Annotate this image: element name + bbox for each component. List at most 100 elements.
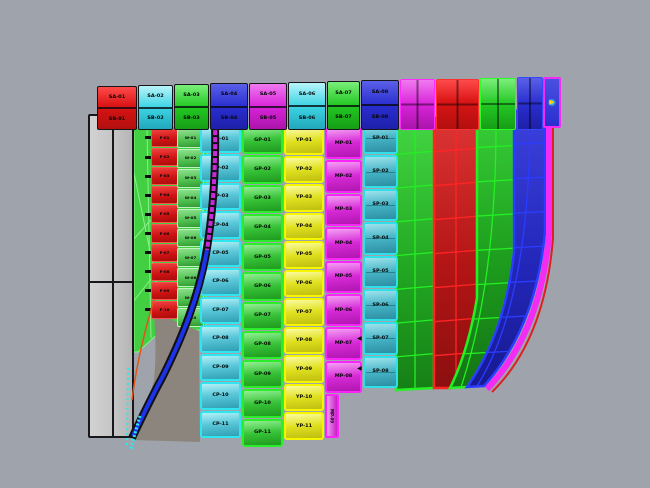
plate[interactable]: CP-10 [200, 382, 241, 410]
plate[interactable]: YP-11 [284, 412, 324, 441]
plate[interactable]: SP-04 [363, 222, 398, 255]
plate[interactable]: MP-07 [325, 327, 362, 360]
deck-plate-block[interactable] [480, 78, 516, 130]
band-end-cap[interactable]: ▶ [543, 77, 561, 128]
plate-label: GP-07 [254, 312, 271, 319]
plate[interactable]: CP-07 [200, 296, 241, 325]
plate-label: CP-08 [212, 335, 229, 342]
plate[interactable]: MP-01 [325, 127, 362, 160]
plate[interactable]: GP-07 [242, 301, 283, 330]
plate[interactable]: YP-04 [284, 212, 324, 241]
plate[interactable]: CP-03 [200, 182, 241, 211]
plate[interactable]: YP-08 [284, 326, 324, 355]
plate[interactable]: GP-05 [242, 243, 283, 272]
plate[interactable]: MP-02 [325, 160, 362, 193]
deck-plate-block[interactable]: SA-03 SB-03 [174, 84, 209, 130]
plate[interactable]: MP-03 [325, 193, 362, 227]
plate[interactable]: YP-02 [284, 155, 324, 184]
plate[interactable]: SP-07 [363, 322, 398, 355]
plate-label: CP-03 [212, 193, 229, 199]
plate[interactable]: CP-01 [200, 126, 241, 154]
strake-magenta-tail-plate[interactable]: MP-09 [325, 394, 339, 438]
plate[interactable]: SP-05 [363, 255, 398, 288]
deck-plate-block[interactable]: SA-05 SB-05 [249, 83, 287, 130]
plate[interactable]: F-03 [145, 167, 178, 186]
plate[interactable]: MP-08 [325, 360, 362, 393]
plate-label: CP-10 [212, 392, 229, 399]
plate[interactable]: YP-10 [284, 383, 324, 412]
plate-label: F-02 [159, 154, 170, 159]
deck-plate-block[interactable] [436, 79, 479, 130]
plate[interactable]: F-07 [145, 243, 178, 262]
plate-label: YP-02 [295, 166, 313, 172]
plate-cell: SB-02 [139, 109, 172, 130]
plate[interactable]: CP-09 [200, 353, 241, 382]
plate[interactable]: MP-05 [325, 260, 362, 293]
plate-label: MP-05 [334, 273, 353, 279]
plate-cell: SA-03 [175, 85, 208, 108]
plate-label: CP-02 [212, 164, 229, 171]
plate-label: SP-03 [372, 201, 389, 208]
plate[interactable]: CP-04 [200, 211, 241, 239]
plate[interactable]: YP-07 [284, 298, 324, 326]
plate[interactable]: GP-03 [242, 184, 283, 213]
plate[interactable]: YP-05 [284, 241, 324, 269]
deck-plate-block[interactable]: SA-01 SB-01 [97, 86, 137, 130]
plate[interactable]: CP-02 [200, 154, 241, 182]
plate[interactable]: F-02 [145, 148, 178, 167]
plate[interactable]: GP-09 [242, 360, 283, 389]
deck-plate-block[interactable]: SA-06 SB-06 [288, 82, 326, 130]
plate[interactable]: SP-02 [363, 155, 398, 188]
deck-plate-block[interactable] [400, 79, 435, 130]
plate[interactable]: CP-08 [200, 325, 241, 353]
plate-label: W-02 [184, 155, 197, 161]
plate[interactable]: YP-03 [284, 184, 324, 212]
plate[interactable]: GP-01 [242, 126, 283, 155]
deck-plate-block[interactable]: SA-07 SB-07 [327, 81, 360, 130]
plate[interactable]: SP-06 [363, 288, 398, 322]
plate[interactable]: GP-04 [242, 213, 283, 243]
plate[interactable]: MP-04 [325, 227, 362, 260]
plate-cell: SB-01 [98, 109, 136, 129]
plate[interactable]: GP-06 [242, 272, 283, 301]
pillar-column[interactable] [88, 114, 134, 438]
plate-grid-lines [437, 80, 478, 129]
plate-label: SB-07 [335, 114, 352, 121]
plate-label: YP-04 [295, 223, 313, 229]
plate-label: F-04 [159, 192, 170, 198]
plate[interactable]: CP-05 [200, 239, 241, 268]
plate[interactable]: F-01 [145, 129, 178, 148]
plate[interactable]: F-08 [145, 262, 178, 281]
hull-grid-column-green-grid-1[interactable] [392, 116, 438, 392]
plate[interactable]: F-06 [145, 224, 178, 243]
plate[interactable]: GP-11 [242, 418, 283, 447]
plate[interactable]: SP-08 [363, 355, 398, 388]
deck-plate-block[interactable]: SA-08 SB-08 [361, 80, 399, 130]
plate-label: SA-08 [371, 89, 389, 95]
plate-label: CP-07 [212, 307, 229, 313]
plate-cell: SB-04 [211, 108, 247, 130]
plate-label: SP-08 [372, 368, 389, 375]
plate[interactable]: F-10 [145, 300, 178, 319]
plate-label: F-05 [159, 211, 170, 217]
plate[interactable]: F-09 [145, 281, 178, 300]
plate-label: YP-03 [295, 194, 313, 201]
plate[interactable]: YP-09 [284, 355, 324, 383]
plate[interactable]: YP-06 [284, 269, 324, 298]
plate[interactable]: CP-06 [200, 268, 241, 296]
deck-plate-block[interactable] [517, 77, 543, 130]
plate[interactable]: F-04 [145, 186, 178, 205]
plate-label: MP-03 [334, 206, 353, 213]
plate[interactable]: CP-11 [200, 410, 241, 438]
plate[interactable]: SP-03 [363, 188, 398, 222]
deck-plate-block[interactable]: SA-04 SB-04 [210, 83, 248, 130]
deck-plate-block[interactable]: SA-02 SB-02 [138, 85, 173, 130]
plate[interactable]: GP-10 [242, 389, 283, 418]
plate-label: GP-08 [254, 341, 271, 348]
plate[interactable]: GP-02 [242, 155, 283, 184]
plate[interactable]: MP-06 [325, 293, 362, 327]
plate[interactable]: F-05 [145, 205, 178, 224]
plate[interactable]: GP-08 [242, 330, 283, 360]
plate[interactable]: YP-01 [284, 127, 324, 155]
